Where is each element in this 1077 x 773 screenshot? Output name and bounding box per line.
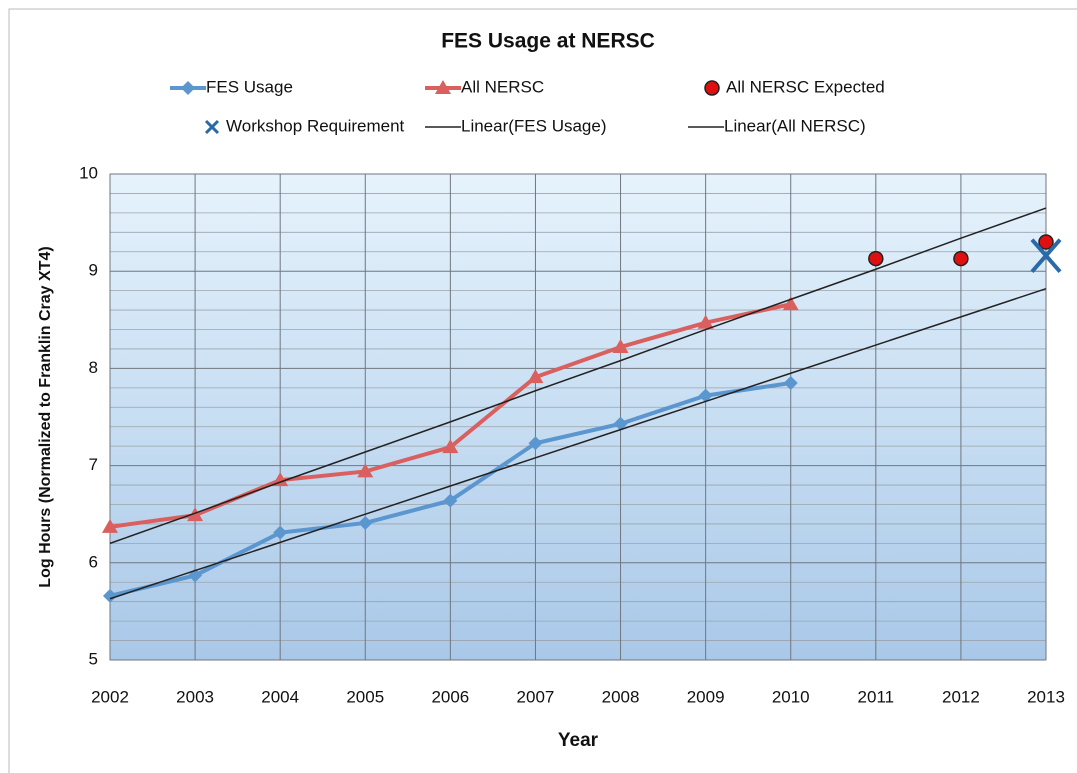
data-point	[698, 388, 713, 403]
data-point	[612, 339, 629, 354]
data-point	[1030, 238, 1062, 273]
y-tick-label: 10	[79, 163, 98, 182]
y-tick-label: 5	[89, 649, 98, 668]
legend-label: Linear(All NERSC)	[724, 116, 866, 135]
chart-title: FES Usage at NERSC	[441, 30, 655, 53]
data-point	[272, 472, 289, 487]
data-point	[868, 250, 884, 267]
x-tick-label: 2003	[176, 687, 214, 706]
legend-swatch	[204, 119, 220, 135]
data-point	[527, 369, 544, 384]
x-tick-label: 2002	[91, 687, 129, 706]
data-point	[102, 518, 118, 533]
legend-label: All NERSC Expected	[726, 77, 885, 96]
data-point	[783, 375, 798, 390]
x-tick-label: 2004	[261, 687, 299, 706]
legend-label: Workshop Requirement	[226, 116, 405, 135]
x-tick-label: 2013	[1027, 687, 1065, 706]
x-tick-label: 2012	[942, 687, 980, 706]
y-tick-label: 6	[89, 552, 98, 571]
y-tick-label: 8	[89, 358, 98, 377]
legend-swatch	[181, 81, 195, 95]
legend-label: Linear(FES Usage)	[461, 116, 607, 135]
y-tick-label: 7	[89, 455, 98, 474]
data-point	[357, 463, 374, 478]
series-line	[109, 287, 1047, 600]
plot-area	[109, 173, 1047, 661]
data-point	[442, 439, 459, 454]
x-tick-label: 2009	[687, 687, 725, 706]
x-tick-label: 2008	[602, 687, 640, 706]
legend-swatch	[435, 80, 451, 94]
x-tick-label: 2011	[858, 687, 895, 706]
data-point	[187, 507, 204, 522]
legend-label: FES Usage	[206, 77, 293, 96]
data-point	[613, 416, 628, 431]
data-point	[1038, 234, 1054, 250]
data-point	[103, 588, 117, 603]
data-point	[273, 525, 288, 540]
legend-label: All NERSC	[461, 77, 544, 96]
data-point	[953, 250, 969, 267]
x-tick-label: 2005	[346, 687, 384, 706]
y-tick-label: 9	[89, 261, 98, 280]
x-tick-label: 2010	[772, 687, 810, 706]
series-line	[109, 207, 1047, 545]
data-point	[443, 493, 458, 508]
data-point	[697, 314, 714, 329]
y-axis-label: Log Hours (Normalized to Franklin Cray X…	[37, 246, 54, 587]
x-tick-label: 2006	[431, 687, 469, 706]
x-tick-label: 2007	[517, 687, 555, 706]
x-axis-label: Year	[558, 730, 599, 751]
legend-swatch	[704, 80, 720, 96]
data-point	[528, 436, 543, 451]
data-point	[782, 296, 799, 311]
data-point	[358, 515, 373, 530]
